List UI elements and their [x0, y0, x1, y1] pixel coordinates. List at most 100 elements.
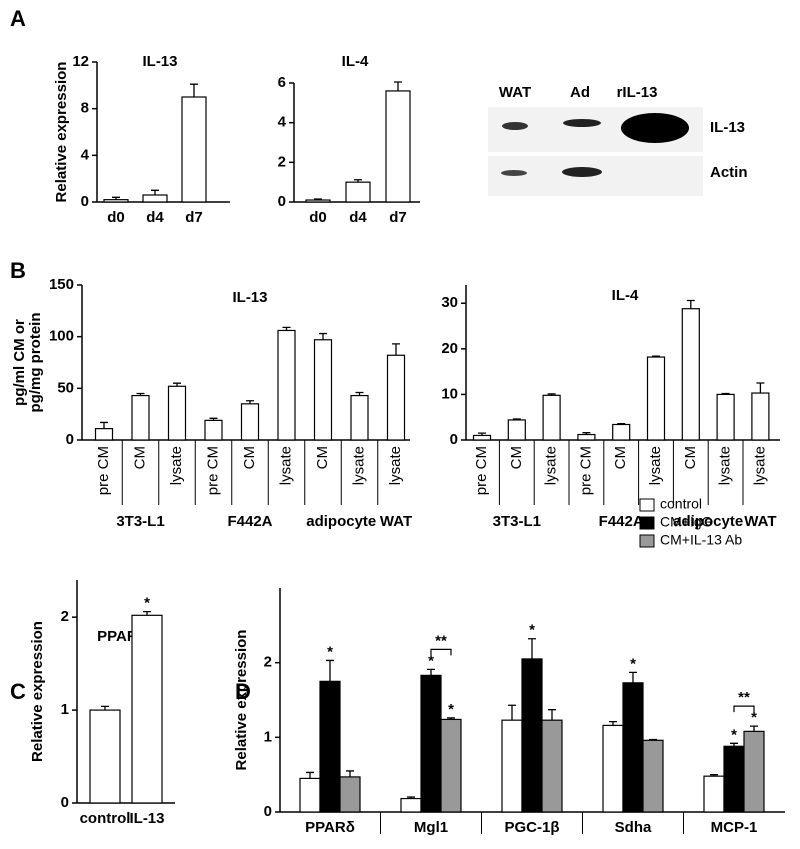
error-bar: [617, 422, 626, 425]
x-tick-label: PPARδ: [305, 819, 355, 836]
blot-band: [562, 167, 602, 177]
x-tick-label: lysate: [717, 446, 734, 485]
error-bar: [306, 771, 314, 779]
significance-mark: **: [435, 632, 447, 649]
x-tick-label: CM: [314, 446, 331, 469]
chart-title: IL-13: [232, 289, 267, 306]
x-tick-label: IL-13: [129, 810, 164, 827]
y-tick-label: 30: [441, 294, 458, 311]
bar: [681, 308, 700, 441]
error-bar: [112, 196, 120, 200]
x-tick-label: Mgl1: [414, 819, 448, 836]
error-bar: [394, 81, 402, 91]
bar: [642, 739, 664, 813]
bar: [751, 392, 770, 441]
y-axis-label: Relative expression: [29, 621, 46, 762]
bar: [385, 90, 411, 203]
y-tick-label: 0: [264, 803, 272, 820]
significance-mark: *: [751, 709, 757, 726]
y-tick-label: 0: [450, 431, 458, 448]
error-bar: [326, 659, 334, 682]
y-tick-label: 10: [441, 385, 458, 402]
error-bar: [721, 392, 730, 395]
blot-band: [502, 122, 528, 130]
y-tick-label: 100: [49, 328, 74, 345]
legend-swatch: [639, 534, 655, 548]
bar: [240, 403, 260, 441]
bar: [299, 777, 321, 813]
bar: [204, 419, 223, 441]
error-bar: [246, 400, 254, 404]
x-tick-label: pre CM: [95, 446, 112, 495]
bar: [131, 614, 163, 804]
error-bar: [355, 391, 364, 396]
group-label: F442A: [599, 513, 644, 530]
error-bar: [407, 796, 415, 799]
x-tick-label: CM: [131, 446, 148, 469]
y-axis-label: Relative expression: [233, 630, 250, 771]
y-tick-label: 4: [278, 114, 287, 131]
bar: [542, 394, 561, 441]
significance-mark: *: [144, 595, 150, 612]
error-bar: [354, 179, 362, 183]
legend-label: CM+IL-13 Ab: [660, 532, 742, 548]
x-tick-label: pre CM: [473, 446, 490, 495]
panel-letter: D: [235, 679, 251, 704]
bar: [313, 339, 333, 441]
error-bar: [649, 738, 657, 741]
bar: [103, 199, 129, 203]
x-tick-label: d4: [146, 209, 164, 226]
group-label: 3T3-L1: [116, 513, 164, 530]
error-bar: [447, 717, 455, 720]
bar: [521, 658, 543, 813]
bar: [94, 428, 114, 441]
legend-swatch: [639, 498, 655, 512]
bar: [350, 394, 369, 441]
y-tick-label: 8: [81, 100, 89, 117]
error-bar: [392, 343, 400, 356]
error-bar: [548, 709, 556, 721]
bar: [577, 433, 596, 441]
error-bar: [756, 382, 765, 394]
y-tick-label: 1: [264, 728, 272, 745]
blot-band: [621, 113, 689, 143]
x-tick-label: lysate: [168, 446, 185, 485]
y-axis-label: pg/ml CM or: [11, 319, 28, 406]
significance-mark: *: [428, 652, 434, 669]
bar: [345, 181, 371, 203]
y-tick-label: 20: [441, 340, 458, 357]
y-tick-label: 2: [61, 608, 69, 625]
y-tick-label: 150: [49, 276, 74, 293]
panel-letter: A: [10, 6, 26, 31]
error-bar: [547, 393, 556, 396]
bar: [622, 682, 644, 813]
y-tick-label: 0: [278, 193, 286, 210]
y-tick-label: 6: [278, 74, 286, 91]
significance-mark: *: [529, 622, 535, 639]
bar: [400, 797, 422, 813]
blot-lane: rIL-13: [617, 84, 658, 101]
error-bar: [750, 725, 758, 732]
significance-mark: *: [327, 643, 333, 660]
error-bar: [101, 705, 109, 711]
x-tick-label: Sdha: [615, 819, 652, 836]
error-bar: [319, 332, 327, 340]
error-bar: [100, 421, 108, 429]
error-bar: [151, 189, 159, 195]
error-bar: [652, 355, 660, 358]
blot-band: [563, 119, 601, 127]
error-bar: [143, 610, 151, 616]
y-axis-label: pg/mg protein: [27, 313, 44, 413]
error-bar: [710, 774, 718, 777]
x-tick-label: d0: [309, 209, 327, 226]
y-tick-label: 0: [66, 431, 74, 448]
x-tick-label: lysate: [387, 446, 404, 485]
bar: [142, 194, 168, 203]
group-label: WAT: [380, 513, 412, 530]
error-bar: [282, 326, 291, 331]
significance-mark: **: [738, 689, 750, 706]
bar: [181, 96, 207, 203]
error-bar: [478, 432, 486, 436]
bar: [501, 719, 523, 813]
error-bar: [314, 198, 322, 201]
